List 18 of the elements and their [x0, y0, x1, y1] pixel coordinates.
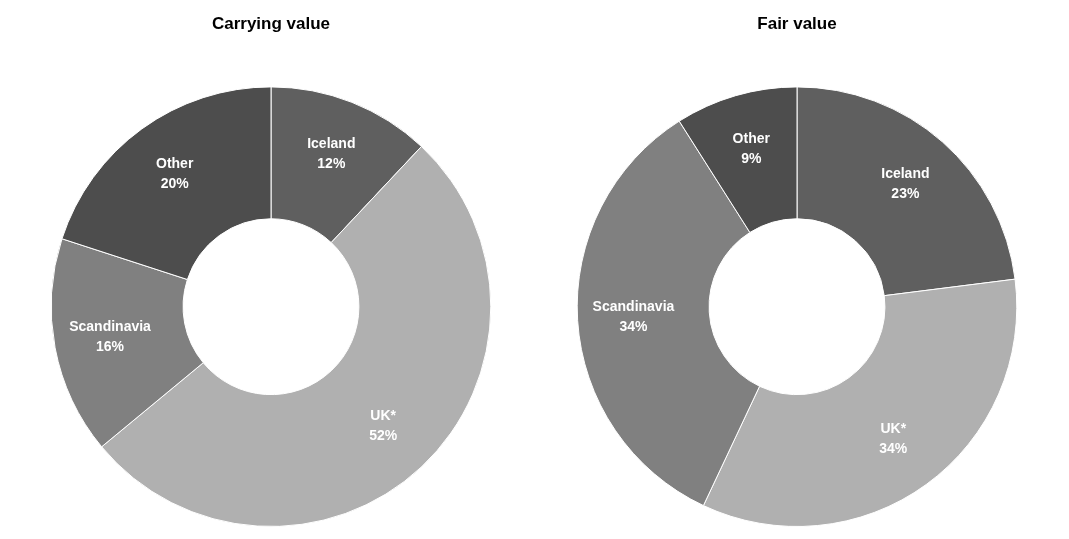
slice-label: Iceland [881, 164, 930, 181]
chart-title: Fair value [757, 13, 837, 33]
data-label: 34% [879, 440, 908, 457]
data-label: 23% [891, 184, 920, 201]
slice-label: UK* [370, 407, 397, 424]
slice-label: Iceland [307, 135, 356, 152]
data-label: 9% [741, 150, 762, 167]
data-label: 52% [369, 427, 398, 444]
data-label: 16% [96, 338, 125, 355]
slice-label: Scandinavia [592, 297, 675, 314]
slice-label: Other [732, 130, 771, 147]
data-label: 20% [160, 174, 190, 191]
chart-title: Carrying value [211, 13, 331, 33]
slice-label: Scandinavia [69, 318, 152, 335]
slice-label: UK* [880, 420, 907, 437]
slice-label: Other [156, 154, 194, 171]
data-label: 12% [317, 155, 346, 172]
data-label: 34% [619, 317, 649, 334]
